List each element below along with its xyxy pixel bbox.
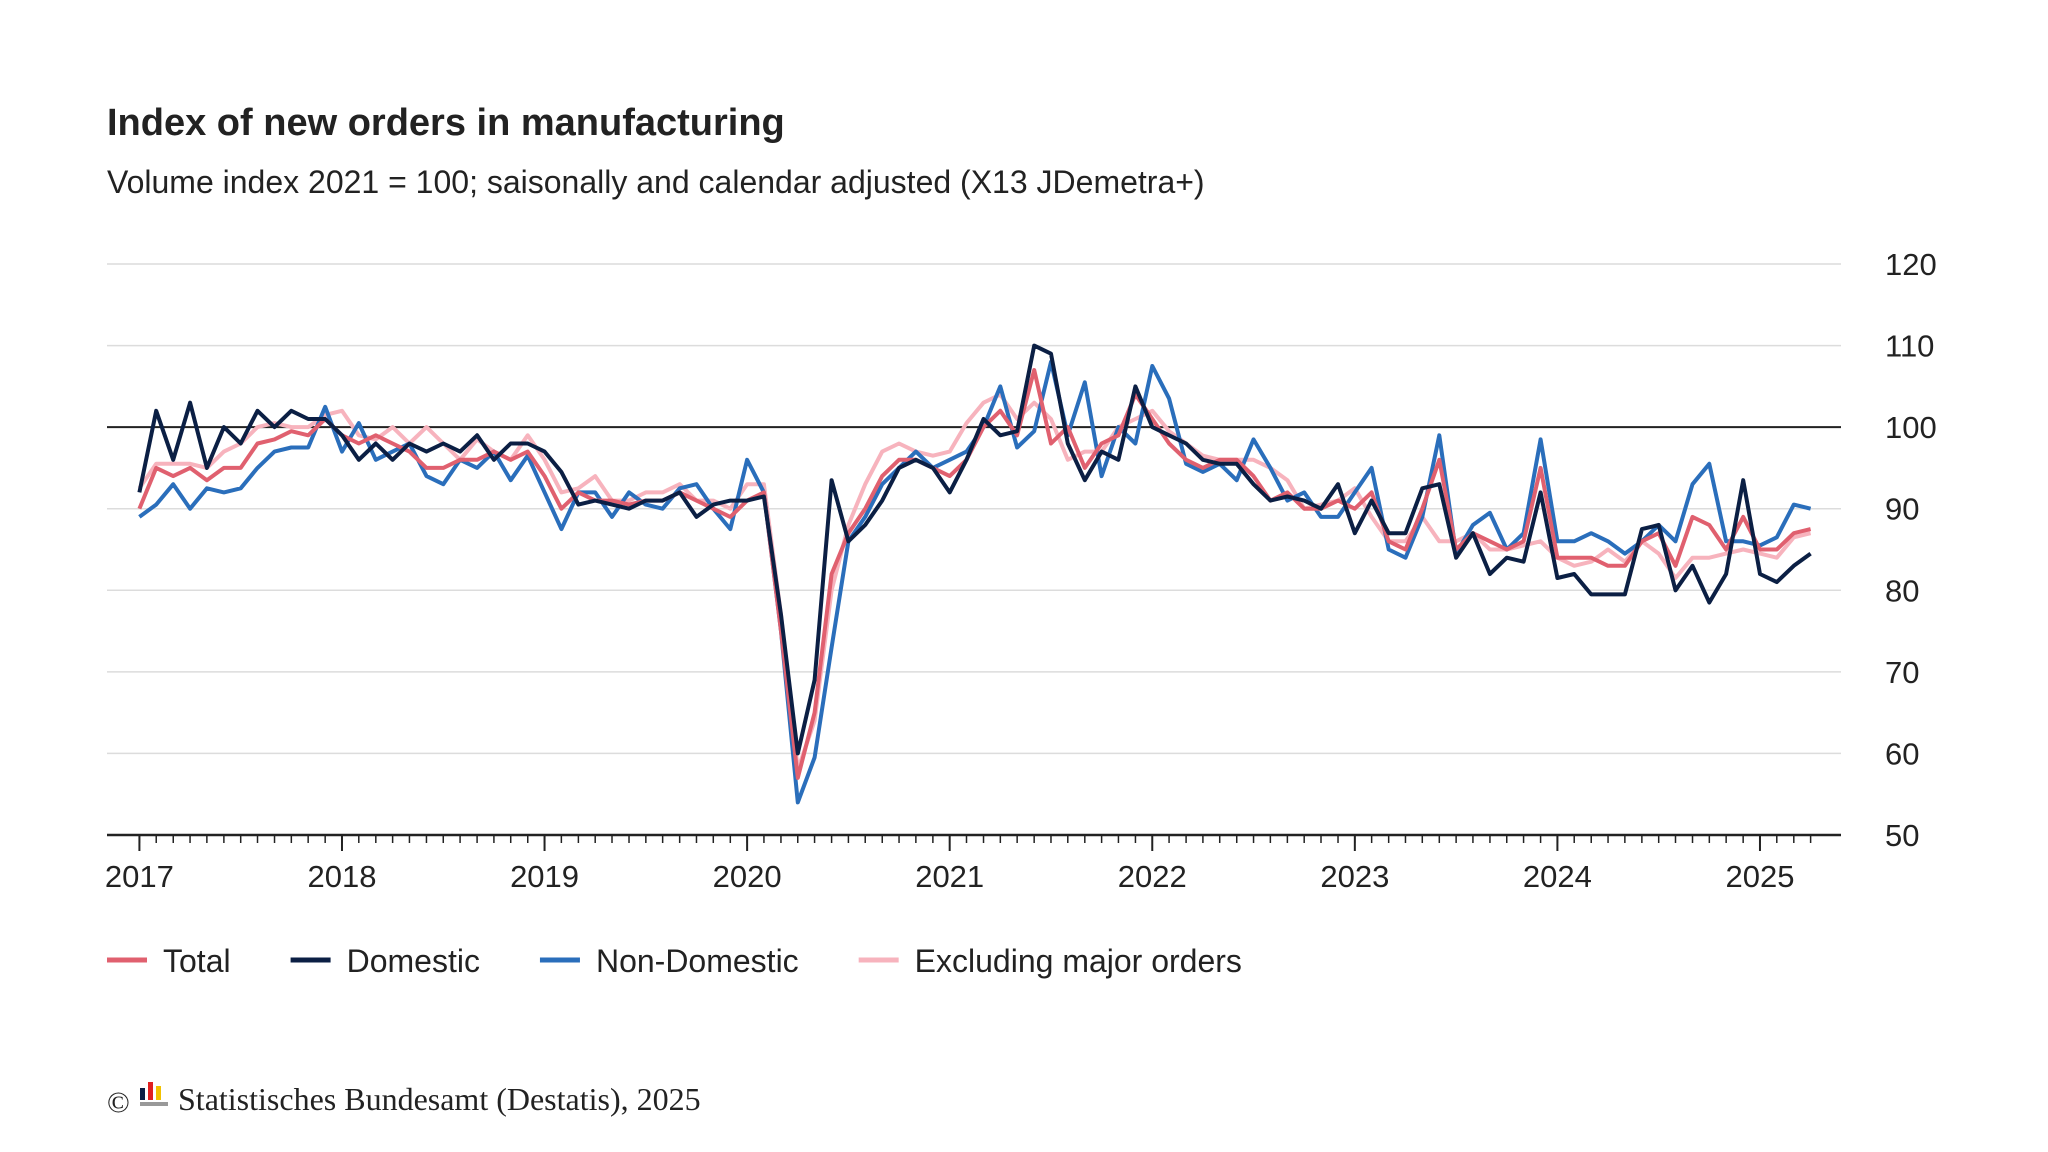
y-tick-label: 70 [1885,655,1919,690]
y-tick-label: 120 [1885,247,1937,282]
y-tick-label: 110 [1885,329,1934,364]
y-tick-label: 60 [1885,736,1919,771]
x-tick-label: 2021 [915,859,984,894]
y-tick-label: 90 [1885,492,1919,527]
chart-title: Index of new orders in manufacturing [107,102,785,144]
y-tick-label: 50 [1885,818,1919,853]
x-tick-label: 2020 [713,859,782,894]
x-tick-label: 2025 [1725,859,1794,894]
legend-label: Excluding major orders [915,943,1242,979]
series-line [137,343,1812,756]
x-tick-label: 2018 [307,859,376,894]
legend: Total Domestic Non-Domestic Excluding major… [107,943,1242,979]
copyright: © [107,1086,130,1119]
series-line [137,392,1812,772]
x-tick-label: 2023 [1320,859,1389,894]
x-tick-label: 2022 [1118,859,1187,894]
chart-subtitle: Volume index 2021 = 100; saisonally and … [107,164,1205,200]
y-tick-label: 80 [1885,573,1919,608]
legend-label: Non-Domestic [596,943,799,979]
legend-label: Domestic [347,943,480,979]
x-tick-label: 2024 [1523,859,1592,894]
source: Statistisches Bundesamt (Destatis), 2025 [178,1081,701,1117]
y-tick-label: 100 [1885,410,1937,445]
x-tick-label: 2017 [105,859,174,894]
legend-label: Total [163,943,231,979]
x-tick-label: 2019 [510,859,579,894]
logo [140,1082,168,1106]
